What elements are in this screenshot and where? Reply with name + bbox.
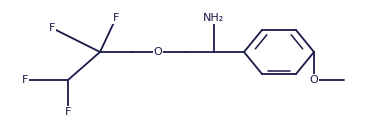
Text: F: F: [49, 23, 55, 33]
Text: O: O: [310, 75, 318, 85]
Text: F: F: [113, 13, 119, 23]
Text: NH₂: NH₂: [203, 13, 225, 23]
Text: O: O: [154, 47, 162, 57]
Text: F: F: [22, 75, 28, 85]
Text: F: F: [65, 107, 71, 117]
